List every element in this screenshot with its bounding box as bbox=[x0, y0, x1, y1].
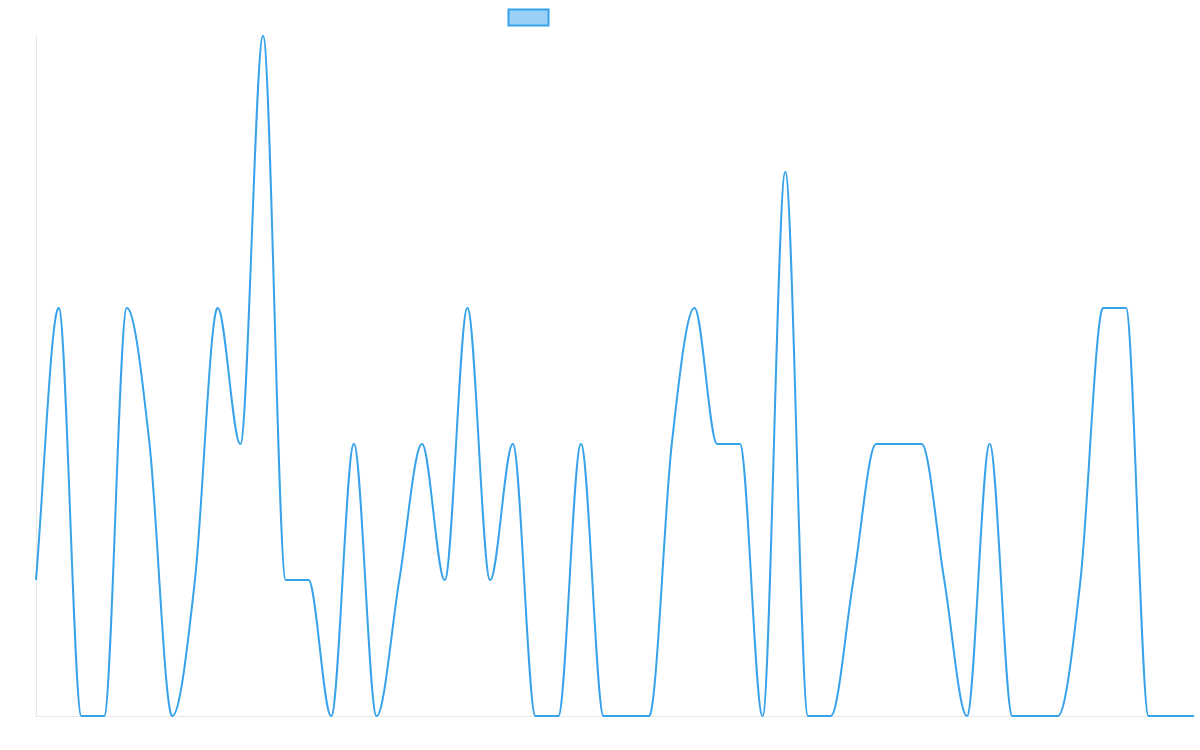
data-point[interactable] bbox=[533, 713, 539, 719]
data-point[interactable] bbox=[828, 713, 834, 719]
data-point[interactable] bbox=[555, 713, 561, 719]
data-point[interactable] bbox=[601, 713, 607, 719]
data-point[interactable] bbox=[464, 305, 470, 311]
data-point[interactable] bbox=[987, 441, 993, 447]
data-point[interactable] bbox=[896, 441, 902, 447]
data-point[interactable] bbox=[305, 577, 311, 583]
data-point[interactable] bbox=[646, 713, 652, 719]
data-point[interactable] bbox=[169, 713, 175, 719]
data-point[interactable] bbox=[124, 305, 130, 311]
data-point[interactable] bbox=[805, 713, 811, 719]
legend-swatch[interactable] bbox=[507, 8, 550, 27]
series-layer bbox=[33, 33, 1197, 719]
data-point[interactable] bbox=[1123, 305, 1129, 311]
data-point[interactable] bbox=[1191, 713, 1197, 719]
data-point[interactable] bbox=[941, 577, 947, 583]
data-point[interactable] bbox=[850, 577, 856, 583]
data-point[interactable] bbox=[714, 441, 720, 447]
data-point[interactable] bbox=[374, 713, 380, 719]
series-line-0 bbox=[35, 35, 1194, 717]
data-point[interactable] bbox=[691, 305, 697, 311]
legend[interactable] bbox=[507, 8, 550, 27]
data-point[interactable] bbox=[669, 441, 675, 447]
data-point[interactable] bbox=[260, 33, 266, 39]
data-point[interactable] bbox=[396, 577, 402, 583]
data-point[interactable] bbox=[56, 305, 62, 311]
data-point[interactable] bbox=[623, 713, 629, 719]
data-point[interactable] bbox=[215, 305, 221, 311]
data-point[interactable] bbox=[442, 577, 448, 583]
data-point[interactable] bbox=[782, 169, 788, 175]
data-point[interactable] bbox=[283, 577, 289, 583]
data-point[interactable] bbox=[328, 713, 334, 719]
data-point[interactable] bbox=[78, 713, 84, 719]
data-point[interactable] bbox=[737, 441, 743, 447]
data-point[interactable] bbox=[1077, 577, 1083, 583]
data-point[interactable] bbox=[964, 713, 970, 719]
data-point[interactable] bbox=[1009, 713, 1015, 719]
data-point[interactable] bbox=[1168, 713, 1174, 719]
data-point[interactable] bbox=[1100, 305, 1106, 311]
data-point[interactable] bbox=[760, 713, 766, 719]
data-point[interactable] bbox=[919, 441, 925, 447]
data-point[interactable] bbox=[510, 441, 516, 447]
data-point[interactable] bbox=[487, 577, 493, 583]
data-point[interactable] bbox=[1055, 713, 1061, 719]
data-point[interactable] bbox=[1146, 713, 1152, 719]
data-point[interactable] bbox=[101, 713, 107, 719]
data-point[interactable] bbox=[192, 577, 198, 583]
data-point[interactable] bbox=[873, 441, 879, 447]
data-point[interactable] bbox=[147, 441, 153, 447]
data-point[interactable] bbox=[419, 441, 425, 447]
data-point[interactable] bbox=[351, 441, 357, 447]
data-point[interactable] bbox=[1032, 713, 1038, 719]
data-point[interactable] bbox=[578, 441, 584, 447]
data-point[interactable] bbox=[237, 441, 243, 447]
data-point[interactable] bbox=[33, 577, 39, 583]
